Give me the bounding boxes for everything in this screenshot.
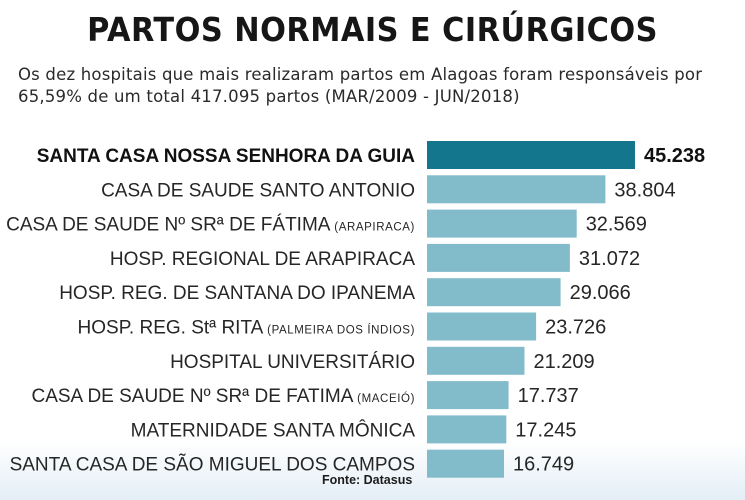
- bar: [427, 415, 507, 444]
- bar: [427, 175, 606, 204]
- value-label: 17.737: [518, 385, 579, 407]
- value-label: 17.245: [515, 419, 576, 441]
- chart-subtitle: Os dez hospitais que mais realizaram par…: [18, 65, 703, 106]
- bar: [427, 381, 509, 410]
- category-label: HOSP. REG. Stª RITA (PALMEIRA DOS ÍNDIOS…: [78, 318, 415, 339]
- value-label: 45.238: [644, 145, 705, 167]
- value-label: 16.749: [513, 454, 574, 476]
- bar: [427, 346, 525, 375]
- category-label: SANTA CASA DE SÃO MIGUEL DOS CAMPOS: [10, 454, 415, 476]
- category-label: SANTA CASA NOSSA SENHORA DA GUIA: [37, 146, 416, 167]
- value-label: 31.072: [579, 248, 640, 270]
- bar: [427, 141, 635, 169]
- value-label: 21.209: [534, 351, 595, 373]
- bar: [427, 209, 577, 238]
- bar: [427, 243, 570, 272]
- category-label: HOSP. REG. DE SANTANA DO IPANEMA: [59, 283, 415, 304]
- category-label: CASA DE SAUDE Nº SRª DE FATIMA (MACEIÓ): [31, 386, 415, 407]
- chart-title: PARTOS NORMAIS E CIRÚRGICOS: [87, 10, 658, 49]
- category-label: MATERNIDADE SANTA MÔNICA: [131, 419, 416, 441]
- value-label: 32.569: [586, 214, 647, 236]
- category-label: HOSPITAL UNIVERSITÁRIO: [170, 352, 415, 373]
- bar: [427, 449, 504, 478]
- category-label: CASA DE SAUDE SANTO ANTONIO: [101, 180, 415, 201]
- value-label: 38.804: [614, 179, 675, 201]
- value-label: 29.066: [570, 282, 631, 304]
- bar: [427, 278, 561, 307]
- bar: [427, 312, 537, 341]
- value-label: 23.726: [545, 317, 606, 339]
- source-note: Fonte: Datasus: [322, 473, 413, 487]
- category-label: CASA DE SAUDE Nº SRª DE FÁTIMA (ARAPIRAC…: [6, 215, 415, 236]
- category-label: HOSP. REGIONAL DE ARAPIRACA: [110, 249, 415, 270]
